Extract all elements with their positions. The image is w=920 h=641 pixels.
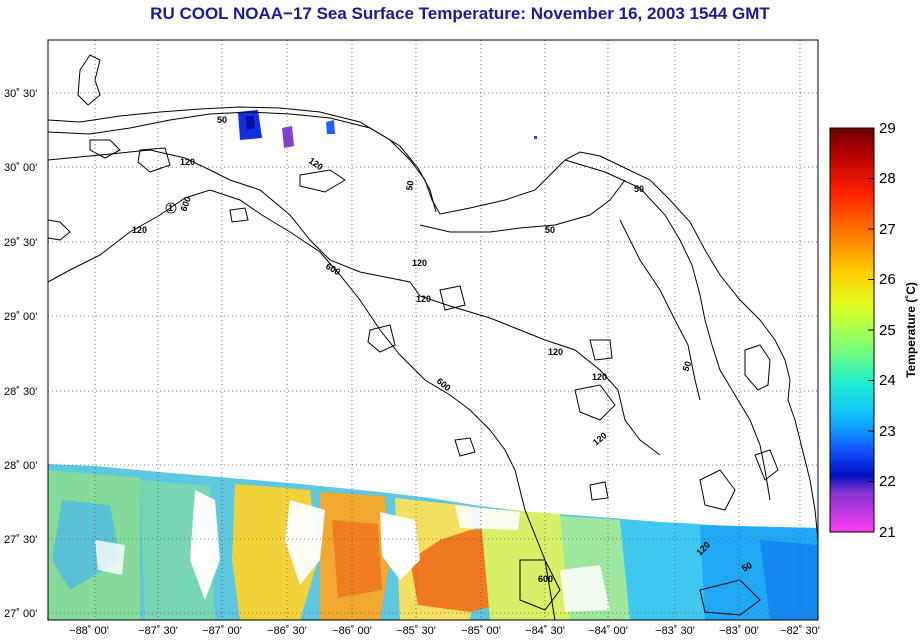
colorbar-tick-label: 23 (879, 423, 896, 440)
lon-label: −84˚ 00' (588, 625, 628, 637)
lat-label: 29˚ 00' (4, 311, 37, 323)
lon-label: −83˚ 00' (719, 625, 759, 637)
lon-label: −83˚ 30' (655, 625, 695, 637)
lat-label: 27˚ 00' (4, 608, 37, 620)
contour-label: 50 (634, 184, 644, 194)
contour-label: 1 (168, 203, 173, 213)
lon-label: −85˚ 30' (396, 625, 436, 637)
contour-label: 50 (545, 225, 555, 235)
colorbar-tick-label: 24 (879, 372, 896, 389)
contour-label: 600 (538, 574, 553, 584)
contour-marker (165, 202, 177, 214)
colorbar-tick-label: 22 (879, 473, 896, 490)
contour-label: 120 (591, 430, 609, 447)
colorbar-tick-label: 26 (879, 271, 896, 288)
lat-label: 28˚ 00' (4, 460, 37, 472)
colorbar-title: Temperature (˚C) (904, 282, 918, 378)
colorbar: 29 28 27 26 25 24 23 22 21 Temperature (… (829, 120, 918, 541)
colorbar-tick-label: 25 (879, 322, 896, 339)
colorbar-tick-label: 21 (879, 524, 896, 541)
lat-label: 27˚ 30' (4, 534, 37, 546)
map-title: RU COOL NOAA−17 Sea Surface Temperature:… (150, 4, 770, 23)
contour-label: 120 (548, 347, 563, 357)
graticule (48, 40, 818, 620)
lon-label: −86˚ 30' (267, 625, 307, 637)
lat-label: 30˚ 30' (4, 88, 37, 100)
longitude-labels: −88˚ 00' −87˚ 30' −87˚ 00' −86˚ 30' −86˚… (69, 625, 820, 637)
colorbar-gradient (829, 127, 875, 533)
contour-label: 50 (740, 560, 754, 574)
contour-label: 50 (404, 180, 416, 192)
colorbar-tick-label: 27 (879, 221, 896, 238)
lat-label: 28˚ 30' (4, 386, 37, 398)
contour-label: 50 (680, 360, 693, 373)
lon-label: −86˚ 00' (332, 625, 372, 637)
lat-label: 29˚ 30' (4, 237, 37, 249)
contour-label: 120 (132, 225, 147, 235)
lon-label: −85˚ 00' (461, 625, 501, 637)
contour-label: 120 (416, 294, 431, 304)
map-frame (47, 39, 819, 621)
lon-label: −88˚ 00' (69, 625, 109, 637)
lat-label: 30˚ 00' (4, 162, 37, 174)
lon-label: −84˚ 30' (525, 625, 565, 637)
lon-label: −82˚ 30' (780, 625, 820, 637)
latitude-labels: 30˚ 30' 30˚ 00' 29˚ 30' 29˚ 00' 28˚ 30' … (4, 88, 37, 620)
contour-label: 600 (435, 376, 453, 393)
colorbar-tick-label: 28 (879, 170, 896, 187)
colorbar-tick-label: 29 (879, 120, 896, 137)
contour-label: 120 (180, 157, 195, 167)
contour-label: 50 (217, 115, 227, 125)
contour-label: 120 (307, 155, 325, 172)
lon-label: −87˚ 30' (138, 625, 178, 637)
contour-label: 120 (412, 258, 427, 268)
contour-label: 120 (592, 372, 607, 382)
colorbar-ticks (868, 127, 874, 533)
contour-label: 600 (178, 195, 193, 213)
lon-label: −87˚ 00' (202, 625, 242, 637)
coastline-contours (48, 54, 818, 620)
